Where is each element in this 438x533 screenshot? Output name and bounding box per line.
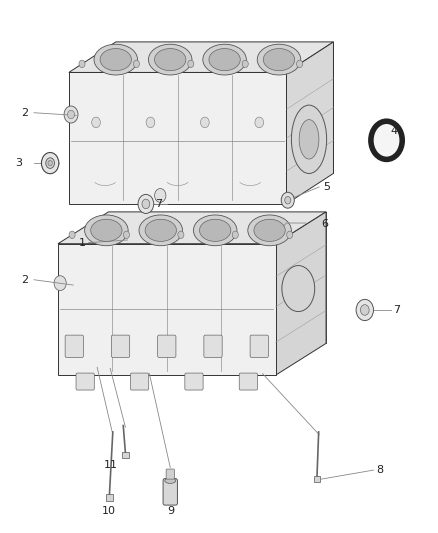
Circle shape	[242, 60, 248, 68]
Circle shape	[142, 199, 150, 209]
Text: 5: 5	[323, 182, 330, 192]
Circle shape	[155, 189, 166, 203]
Ellipse shape	[148, 44, 192, 75]
Ellipse shape	[203, 44, 246, 75]
Text: 8: 8	[377, 465, 384, 475]
Circle shape	[124, 231, 130, 238]
Polygon shape	[276, 212, 326, 375]
Circle shape	[285, 197, 291, 204]
Circle shape	[54, 276, 66, 290]
Text: 4: 4	[391, 126, 398, 136]
FancyBboxPatch shape	[250, 335, 268, 358]
Circle shape	[146, 117, 155, 128]
Circle shape	[188, 60, 194, 68]
FancyBboxPatch shape	[158, 335, 176, 358]
Circle shape	[201, 117, 209, 128]
Polygon shape	[58, 244, 276, 375]
Ellipse shape	[155, 49, 186, 71]
Circle shape	[48, 160, 52, 166]
Ellipse shape	[291, 105, 327, 174]
Circle shape	[297, 60, 303, 68]
FancyBboxPatch shape	[65, 335, 83, 358]
Circle shape	[46, 158, 54, 168]
Circle shape	[281, 192, 294, 208]
Circle shape	[255, 117, 264, 128]
Circle shape	[371, 121, 402, 159]
FancyBboxPatch shape	[163, 479, 177, 505]
Text: 2: 2	[21, 274, 28, 285]
FancyBboxPatch shape	[76, 373, 94, 390]
Ellipse shape	[299, 119, 319, 159]
Circle shape	[92, 117, 100, 128]
Polygon shape	[58, 212, 326, 244]
Bar	[106, 495, 113, 501]
Ellipse shape	[257, 44, 301, 75]
Circle shape	[138, 195, 154, 214]
Circle shape	[133, 60, 139, 68]
Polygon shape	[69, 72, 286, 204]
Ellipse shape	[248, 215, 291, 246]
Ellipse shape	[194, 215, 237, 246]
FancyBboxPatch shape	[131, 373, 149, 390]
Ellipse shape	[165, 478, 176, 483]
Ellipse shape	[263, 49, 295, 71]
Ellipse shape	[100, 49, 131, 71]
Text: 10: 10	[102, 506, 117, 516]
Circle shape	[67, 110, 74, 119]
FancyBboxPatch shape	[111, 335, 130, 358]
Ellipse shape	[85, 215, 128, 246]
Circle shape	[178, 231, 184, 238]
Circle shape	[356, 300, 374, 320]
FancyBboxPatch shape	[204, 335, 222, 358]
Ellipse shape	[282, 265, 315, 312]
Bar	[314, 476, 321, 482]
Text: 7: 7	[393, 305, 400, 315]
FancyBboxPatch shape	[239, 373, 258, 390]
Ellipse shape	[91, 219, 122, 241]
Circle shape	[64, 106, 78, 123]
FancyBboxPatch shape	[185, 373, 203, 390]
Text: 6: 6	[321, 219, 328, 229]
Ellipse shape	[145, 219, 177, 241]
Circle shape	[69, 231, 75, 238]
Text: 1: 1	[79, 238, 86, 248]
FancyBboxPatch shape	[166, 469, 174, 479]
Circle shape	[286, 231, 293, 238]
Polygon shape	[69, 42, 333, 72]
Text: 3: 3	[15, 158, 22, 168]
Bar	[122, 452, 129, 458]
Ellipse shape	[139, 215, 183, 246]
Circle shape	[232, 231, 238, 238]
Circle shape	[42, 152, 59, 174]
Polygon shape	[286, 42, 333, 204]
Ellipse shape	[209, 49, 240, 71]
Text: 2: 2	[21, 108, 28, 118]
Text: 11: 11	[104, 461, 118, 470]
Ellipse shape	[200, 219, 231, 241]
Ellipse shape	[94, 44, 138, 75]
Text: 9: 9	[168, 506, 175, 516]
Text: 7: 7	[155, 199, 162, 209]
Circle shape	[79, 60, 85, 68]
Ellipse shape	[254, 219, 285, 241]
Circle shape	[360, 305, 369, 316]
